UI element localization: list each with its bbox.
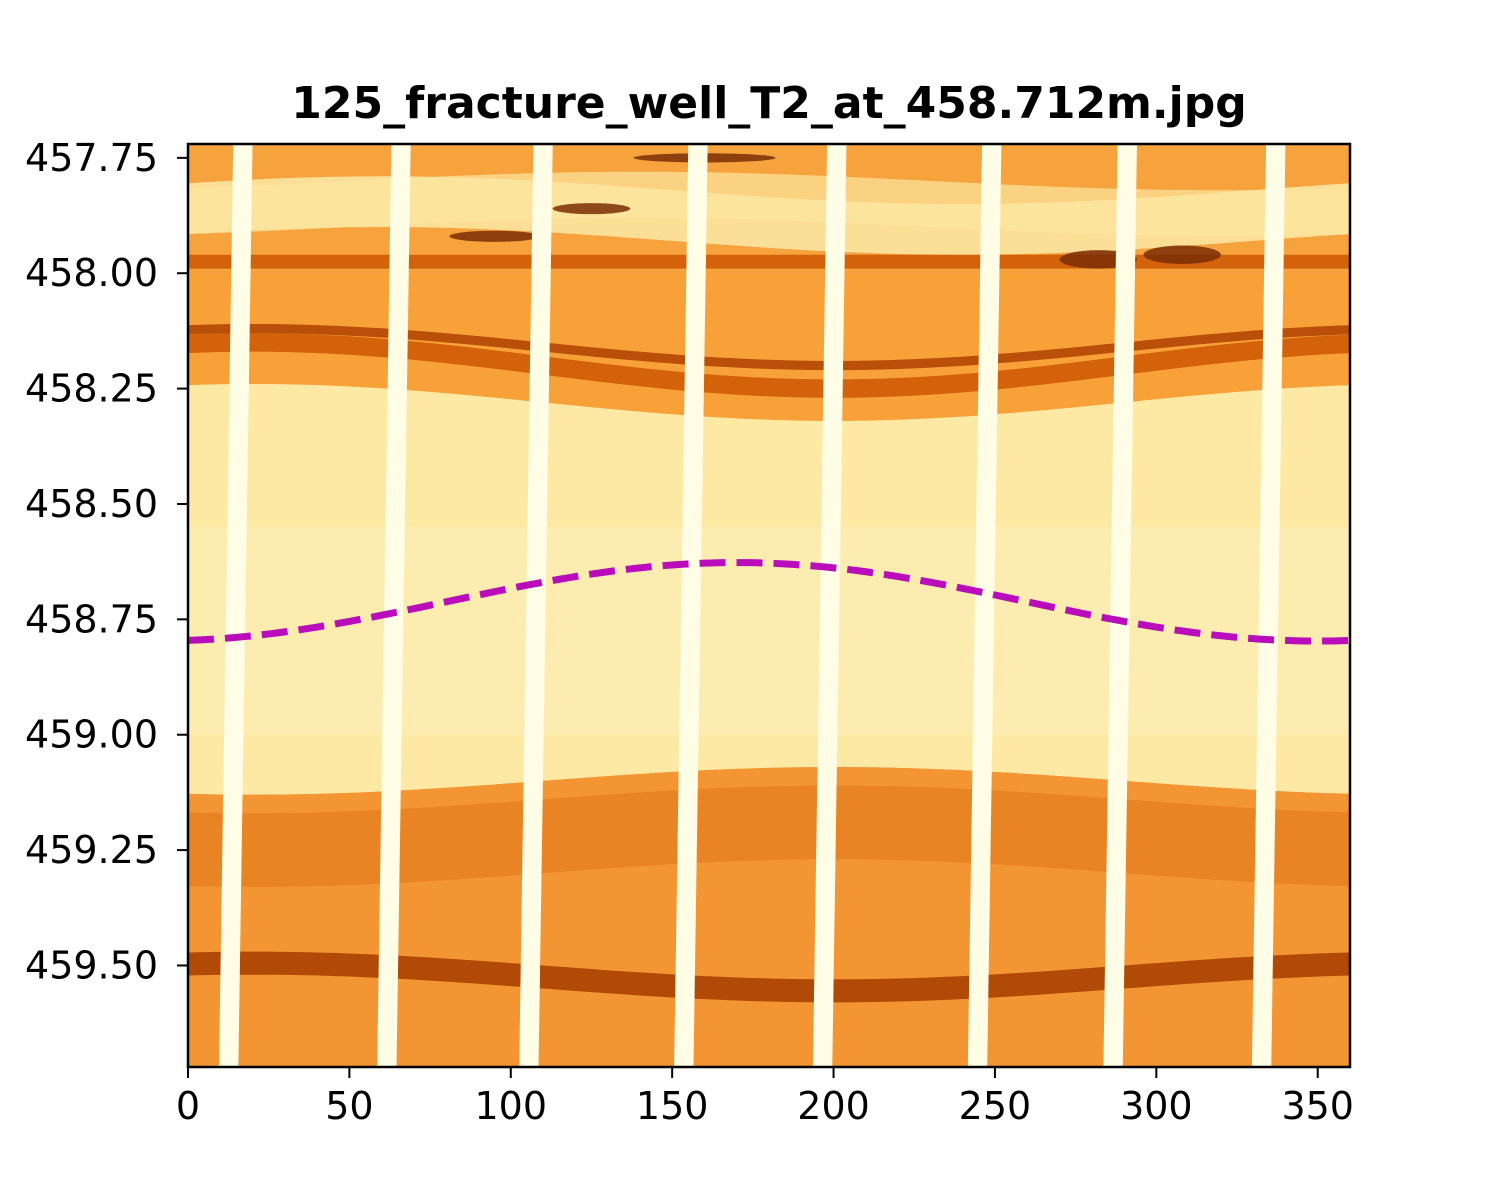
- plot-frame: [186, 142, 1352, 1069]
- x-tick-label-50: 50: [325, 1084, 373, 1128]
- dark-blob-3: [1143, 245, 1221, 264]
- pad-gap-4: [812, 144, 847, 1067]
- dark-blob-0: [449, 230, 540, 242]
- x-tick-label-150: 150: [636, 1084, 709, 1128]
- x-tick-label-300: 300: [1120, 1084, 1193, 1128]
- pad-gap-6: [1103, 144, 1137, 1067]
- y-tick-label-0: 457.75: [25, 136, 158, 180]
- x-tick-label-0: 0: [176, 1084, 200, 1128]
- sinusoid-series-0: [188, 559, 1350, 645]
- pad-gap-3: [674, 144, 708, 1067]
- pad-gaps: [218, 144, 1286, 1067]
- x-tick-label-200: 200: [797, 1084, 870, 1128]
- band-upper-light-right: [188, 171, 1350, 237]
- x-tick-label-350: 350: [1281, 1084, 1354, 1128]
- y-tick-label-3: 458.50: [25, 482, 158, 526]
- image-bands: [188, 144, 1350, 1067]
- y-tick-label-1: 458.00: [25, 251, 158, 295]
- y-tick-label-4: 458.75: [25, 597, 158, 641]
- dark-blob-1: [552, 203, 631, 215]
- pad-gap-7: [1251, 144, 1286, 1067]
- y-tick-label-7: 459.50: [25, 943, 158, 987]
- band-dark-4582: [188, 333, 1350, 398]
- x-tick-label-100: 100: [475, 1084, 548, 1128]
- chart-title: 125_fracture_well_T2_at_458.712m.jpg: [291, 78, 1246, 129]
- pad-gap-5: [967, 144, 1002, 1067]
- y-tick-label-2: 458.25: [25, 367, 158, 411]
- y-tick-label-5: 459.00: [25, 713, 158, 757]
- x-tick-label-250: 250: [959, 1084, 1032, 1128]
- band-dark-458: [188, 254, 1350, 269]
- x-axis: 0 50 100 150 200 250 300 350: [176, 1067, 1354, 1128]
- band-light-inner: [188, 527, 1350, 735]
- band-dark-4595: [188, 951, 1350, 1003]
- plot-area: [188, 144, 1350, 1067]
- fracture-sinusoid: [188, 559, 1350, 645]
- y-tick-label-6: 459.25: [25, 828, 158, 872]
- pad-gap-1: [377, 144, 411, 1067]
- y-axis: 457.75 458.00 458.25 458.50 458.75 459.00 459.…: [25, 136, 188, 987]
- pad-gap-2: [519, 144, 553, 1067]
- band-lower-shade: [188, 785, 1350, 888]
- pad-gap-0: [218, 144, 253, 1067]
